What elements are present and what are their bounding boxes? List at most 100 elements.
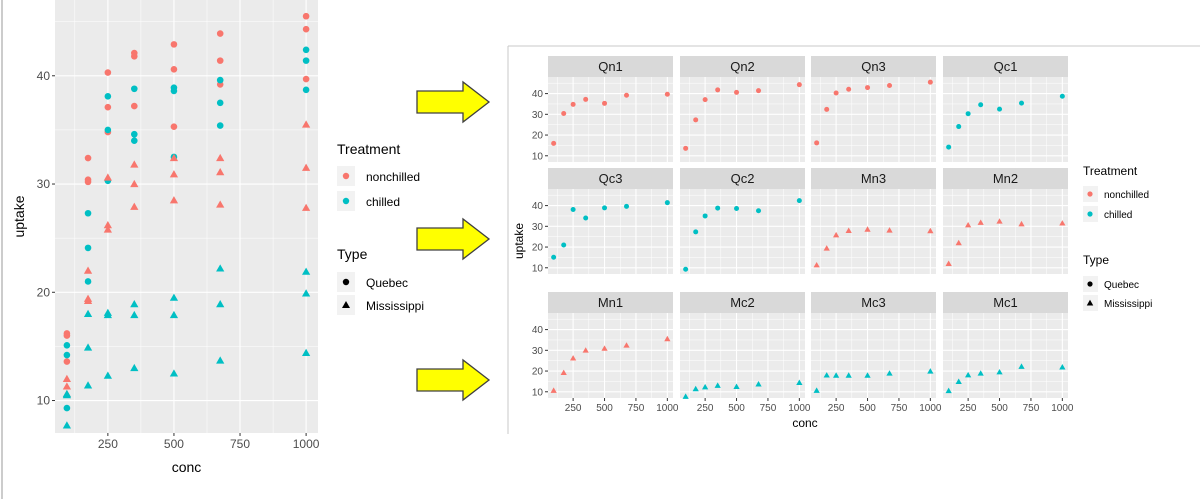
data-point bbox=[84, 278, 92, 285]
facet-strip-label: Mn1 bbox=[598, 295, 623, 310]
data-point bbox=[864, 226, 871, 232]
data-point bbox=[62, 374, 72, 382]
x-tick-label: 750 bbox=[760, 403, 777, 414]
data-point bbox=[1059, 220, 1066, 226]
facet-strip bbox=[548, 168, 673, 189]
facet-strip bbox=[548, 56, 673, 77]
x-tick-label: 750 bbox=[1023, 403, 1040, 414]
data-point bbox=[945, 260, 952, 266]
facet-strip bbox=[811, 292, 936, 313]
x-tick-label: 500 bbox=[991, 403, 1008, 414]
data-point bbox=[833, 372, 840, 378]
legend-key-marker bbox=[342, 197, 350, 205]
data-point bbox=[561, 110, 567, 116]
x-tick-label: 500 bbox=[596, 403, 613, 414]
data-point bbox=[927, 368, 934, 374]
y-tick-label: 40 bbox=[532, 325, 544, 336]
data-point bbox=[813, 261, 820, 268]
data-point bbox=[756, 88, 762, 94]
data-point bbox=[560, 369, 567, 376]
data-point bbox=[561, 242, 567, 248]
data-point bbox=[601, 345, 608, 351]
y-tick-label: 20 bbox=[532, 243, 544, 254]
data-point bbox=[683, 145, 689, 151]
data-point bbox=[169, 153, 179, 162]
data-point bbox=[1019, 100, 1025, 106]
data-point bbox=[63, 342, 71, 349]
data-point bbox=[62, 382, 72, 390]
data-point bbox=[956, 124, 962, 130]
data-point bbox=[216, 264, 225, 272]
facet-panel: Qn3 bbox=[811, 56, 936, 162]
facet-strip bbox=[943, 292, 1068, 313]
data-point bbox=[714, 382, 721, 388]
y-tick-label: 40 bbox=[37, 69, 51, 83]
arrow-right-icon bbox=[416, 80, 491, 124]
data-point bbox=[693, 229, 699, 235]
facet-panel: Qc2 bbox=[680, 168, 805, 274]
facet-strip-label: Mc1 bbox=[993, 295, 1018, 310]
data-point bbox=[216, 200, 225, 208]
facet-panel: Mn2 bbox=[943, 168, 1068, 274]
legend-label: nonchilled bbox=[366, 170, 420, 184]
legend-key-marker bbox=[1086, 299, 1094, 306]
facet-panel: Mn1 250 500 750 1000 10 20 30 40 bbox=[532, 292, 679, 414]
data-point bbox=[1018, 220, 1025, 227]
data-point bbox=[216, 99, 224, 107]
y-axis-title: uptake bbox=[512, 223, 526, 259]
data-point bbox=[130, 202, 139, 210]
y-axis-title: uptake bbox=[11, 195, 27, 237]
plot-panel bbox=[943, 189, 1068, 274]
plot-panel bbox=[943, 313, 1068, 398]
data-point bbox=[887, 83, 893, 88]
data-point bbox=[692, 385, 699, 392]
data-point bbox=[833, 231, 840, 238]
plot-panel bbox=[548, 189, 673, 274]
facet-panel: Mc3 250 500 750 1000 bbox=[811, 292, 942, 414]
data-point bbox=[216, 356, 225, 364]
data-point bbox=[583, 96, 589, 102]
data-point bbox=[63, 330, 71, 337]
y-tick-label: 30 bbox=[37, 177, 51, 191]
facet-panel: Mn3 bbox=[811, 168, 936, 274]
facet-panel: Qn2 bbox=[680, 56, 805, 162]
x-tick-label: 750 bbox=[230, 437, 250, 451]
data-point bbox=[813, 387, 820, 393]
data-point bbox=[946, 144, 952, 150]
data-point bbox=[84, 178, 92, 186]
x-tick-label: 1000 bbox=[656, 403, 679, 414]
x-tick-label: 250 bbox=[828, 403, 845, 414]
x-tick-label: 1000 bbox=[293, 437, 320, 451]
data-point bbox=[170, 41, 178, 48]
data-point bbox=[216, 30, 224, 37]
data-point bbox=[702, 383, 709, 390]
facet-panel: Mc1 250 500 750 1000 bbox=[943, 292, 1074, 414]
data-point bbox=[965, 371, 972, 378]
legend-label: Quebec bbox=[1104, 280, 1139, 291]
plot-panel bbox=[811, 189, 936, 274]
data-point bbox=[1018, 363, 1025, 369]
data-point bbox=[997, 106, 1003, 112]
data-point bbox=[865, 85, 871, 91]
legend-title-treatment: Treatment bbox=[337, 141, 400, 157]
data-point bbox=[955, 378, 962, 384]
data-point bbox=[927, 227, 934, 234]
facet-strip bbox=[943, 56, 1068, 77]
x-axis-title: conc bbox=[172, 459, 202, 475]
data-point bbox=[845, 372, 852, 378]
data-point bbox=[602, 205, 608, 211]
data-point bbox=[62, 421, 72, 429]
data-point bbox=[664, 91, 670, 97]
y-tick-label: 20 bbox=[532, 367, 544, 378]
y-tick-label: 10 bbox=[532, 387, 544, 398]
data-point bbox=[833, 90, 839, 96]
data-point bbox=[886, 227, 893, 233]
data-point bbox=[796, 379, 803, 386]
data-point bbox=[864, 372, 871, 378]
y-tick-label: 30 bbox=[532, 110, 544, 121]
facet-strip-label: Qc2 bbox=[731, 171, 755, 186]
legend-title-type: Type bbox=[1083, 253, 1109, 267]
data-point bbox=[796, 82, 802, 88]
facet-strip-label: Mc2 bbox=[730, 295, 755, 310]
